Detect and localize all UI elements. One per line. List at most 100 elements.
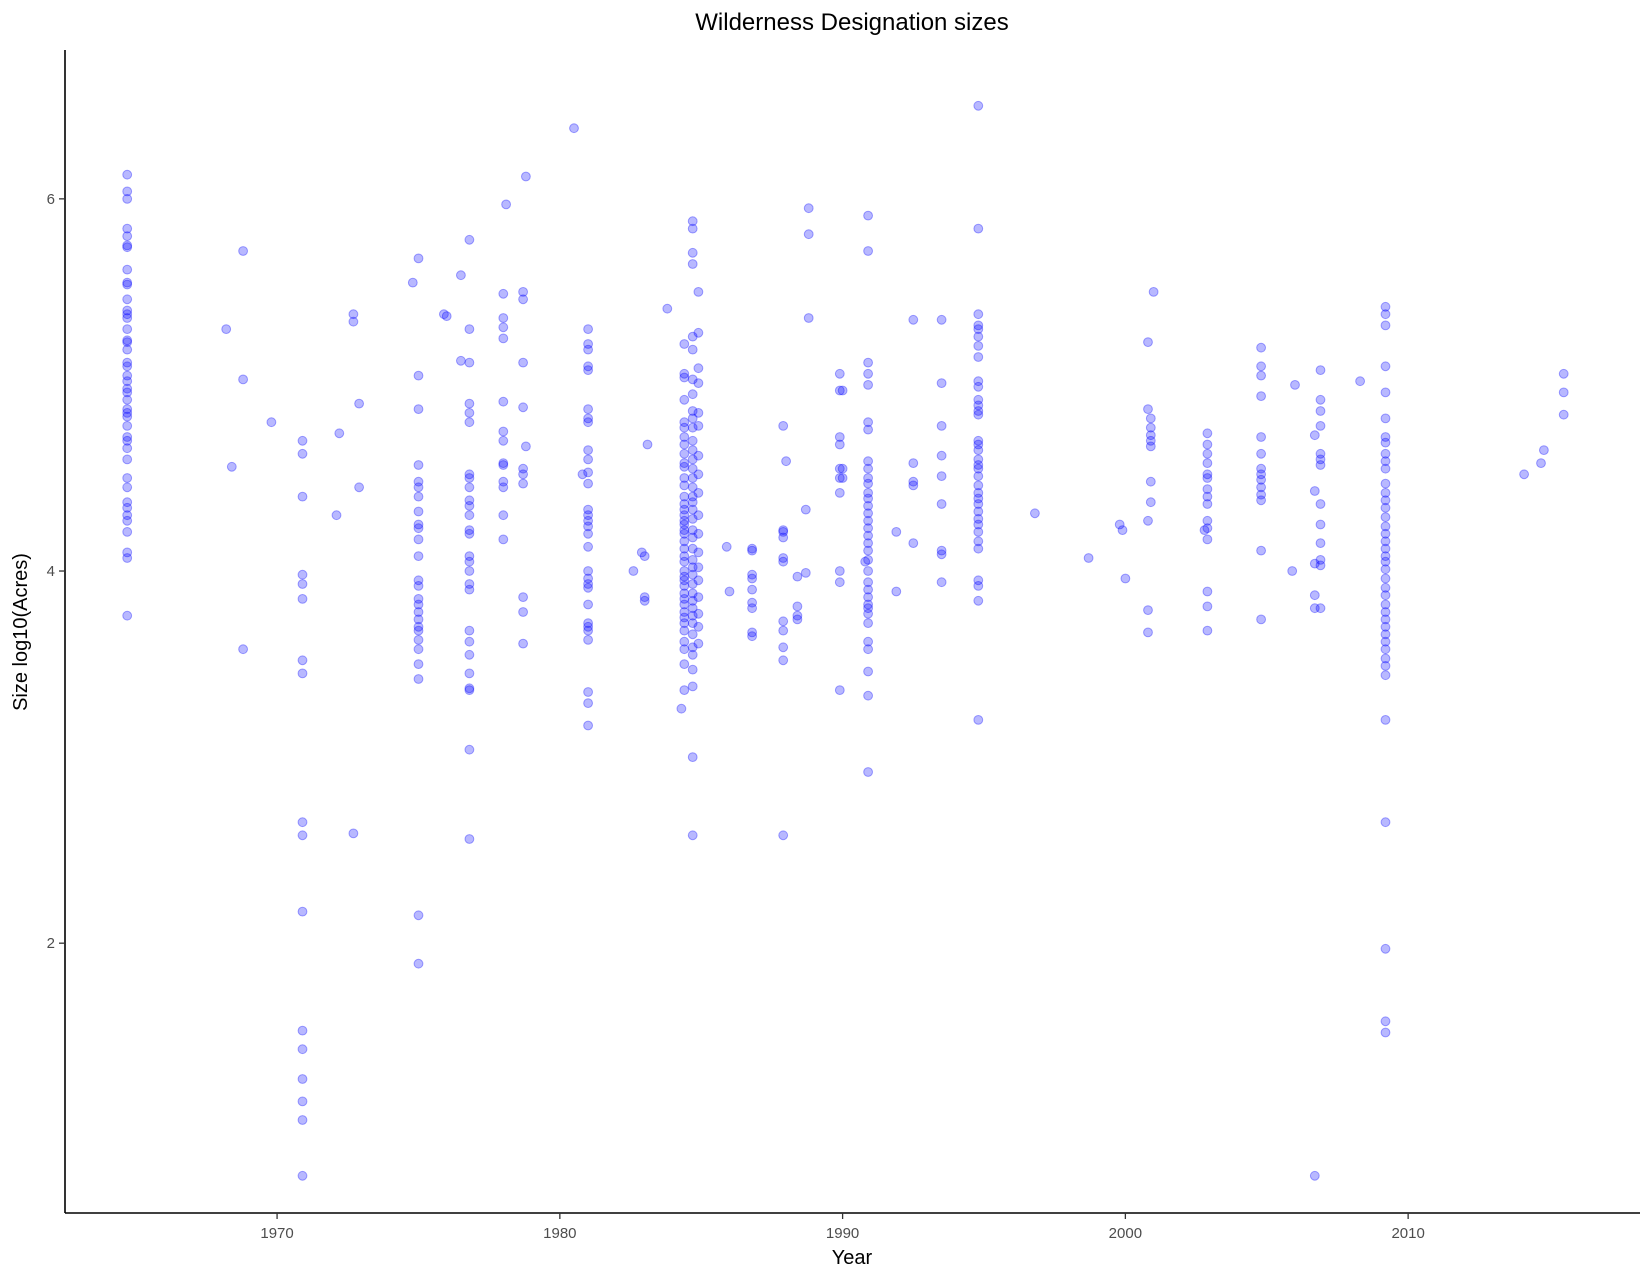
data-point xyxy=(518,469,528,480)
data-point xyxy=(297,579,308,589)
data-point xyxy=(583,339,593,349)
data-point xyxy=(891,586,902,597)
data-point xyxy=(518,357,528,368)
data-point xyxy=(1315,560,1326,571)
data-point xyxy=(1256,474,1266,485)
data-point xyxy=(498,460,509,470)
data-point xyxy=(863,577,873,588)
data-point xyxy=(464,584,475,595)
data-point xyxy=(238,374,249,385)
data-point xyxy=(837,385,848,396)
data-point xyxy=(1380,488,1391,498)
data-point xyxy=(122,337,133,348)
data-point xyxy=(1199,525,1210,535)
data-point xyxy=(1202,523,1213,534)
data-point xyxy=(778,655,789,666)
data-point xyxy=(693,488,704,498)
data-point xyxy=(297,1025,308,1036)
data-point xyxy=(1143,404,1153,415)
data-point xyxy=(1380,715,1391,725)
data-point xyxy=(778,421,789,431)
data-point xyxy=(122,305,133,316)
data-point xyxy=(800,504,811,515)
data-point xyxy=(693,528,704,539)
data-point xyxy=(834,463,845,474)
data-point xyxy=(464,482,475,493)
data-point xyxy=(413,491,424,502)
data-point xyxy=(1380,437,1391,448)
data-point xyxy=(687,618,698,628)
data-point xyxy=(1256,361,1266,372)
data-point xyxy=(583,454,593,465)
data-point xyxy=(639,595,650,606)
data-point xyxy=(747,631,757,642)
data-point xyxy=(122,376,133,387)
data-point xyxy=(834,685,845,695)
data-point xyxy=(464,625,475,636)
data-point xyxy=(413,581,424,591)
data-point xyxy=(122,502,133,513)
data-point xyxy=(687,454,698,465)
data-point xyxy=(1202,586,1213,597)
data-point xyxy=(679,491,690,502)
data-point xyxy=(1202,499,1213,509)
data-point xyxy=(122,357,133,368)
data-point xyxy=(863,210,873,221)
data-point xyxy=(679,422,690,433)
data-point xyxy=(693,621,704,632)
data-point xyxy=(687,344,698,355)
data-point xyxy=(803,313,814,323)
data-point xyxy=(521,441,531,452)
data-point xyxy=(1309,430,1320,441)
data-point xyxy=(122,335,133,346)
data-point xyxy=(238,246,249,256)
data-point xyxy=(834,432,845,442)
data-point xyxy=(747,545,757,556)
data-point xyxy=(1380,309,1391,320)
data-point xyxy=(1380,599,1391,610)
data-point xyxy=(464,398,475,409)
data-point xyxy=(834,577,845,588)
data-point xyxy=(348,316,359,327)
data-point xyxy=(297,830,308,841)
data-point xyxy=(973,471,984,482)
data-point xyxy=(122,435,133,446)
data-point xyxy=(973,519,984,530)
data-point xyxy=(1256,469,1266,480)
data-point xyxy=(456,355,466,366)
data-point xyxy=(1202,515,1213,526)
data-point xyxy=(1202,448,1213,459)
data-point xyxy=(464,408,475,418)
data-point xyxy=(1380,1016,1391,1027)
data-point xyxy=(122,279,133,290)
data-point xyxy=(464,510,475,521)
data-point xyxy=(687,543,698,554)
data-point xyxy=(642,439,653,450)
data-point xyxy=(1380,573,1391,584)
data-point xyxy=(413,910,424,921)
data-point xyxy=(413,404,424,415)
data-point xyxy=(1202,473,1213,483)
data-point xyxy=(1202,469,1213,480)
data-point xyxy=(679,612,690,623)
data-point xyxy=(441,311,452,322)
data-point xyxy=(498,288,509,299)
data-point xyxy=(1309,603,1320,614)
data-point xyxy=(1290,380,1300,390)
data-point xyxy=(1315,454,1326,465)
data-point xyxy=(863,246,873,256)
data-point xyxy=(679,439,690,450)
data-point xyxy=(122,404,133,415)
data-point xyxy=(936,577,947,588)
data-point xyxy=(583,361,593,372)
data-point xyxy=(747,569,757,580)
data-point xyxy=(583,635,593,645)
data-point xyxy=(778,556,789,567)
data-point xyxy=(693,608,704,619)
data-point xyxy=(679,480,690,491)
data-point xyxy=(973,381,984,392)
data-point xyxy=(687,569,698,580)
data-point xyxy=(413,551,424,561)
data-point xyxy=(908,314,919,325)
data-point xyxy=(1143,627,1153,638)
